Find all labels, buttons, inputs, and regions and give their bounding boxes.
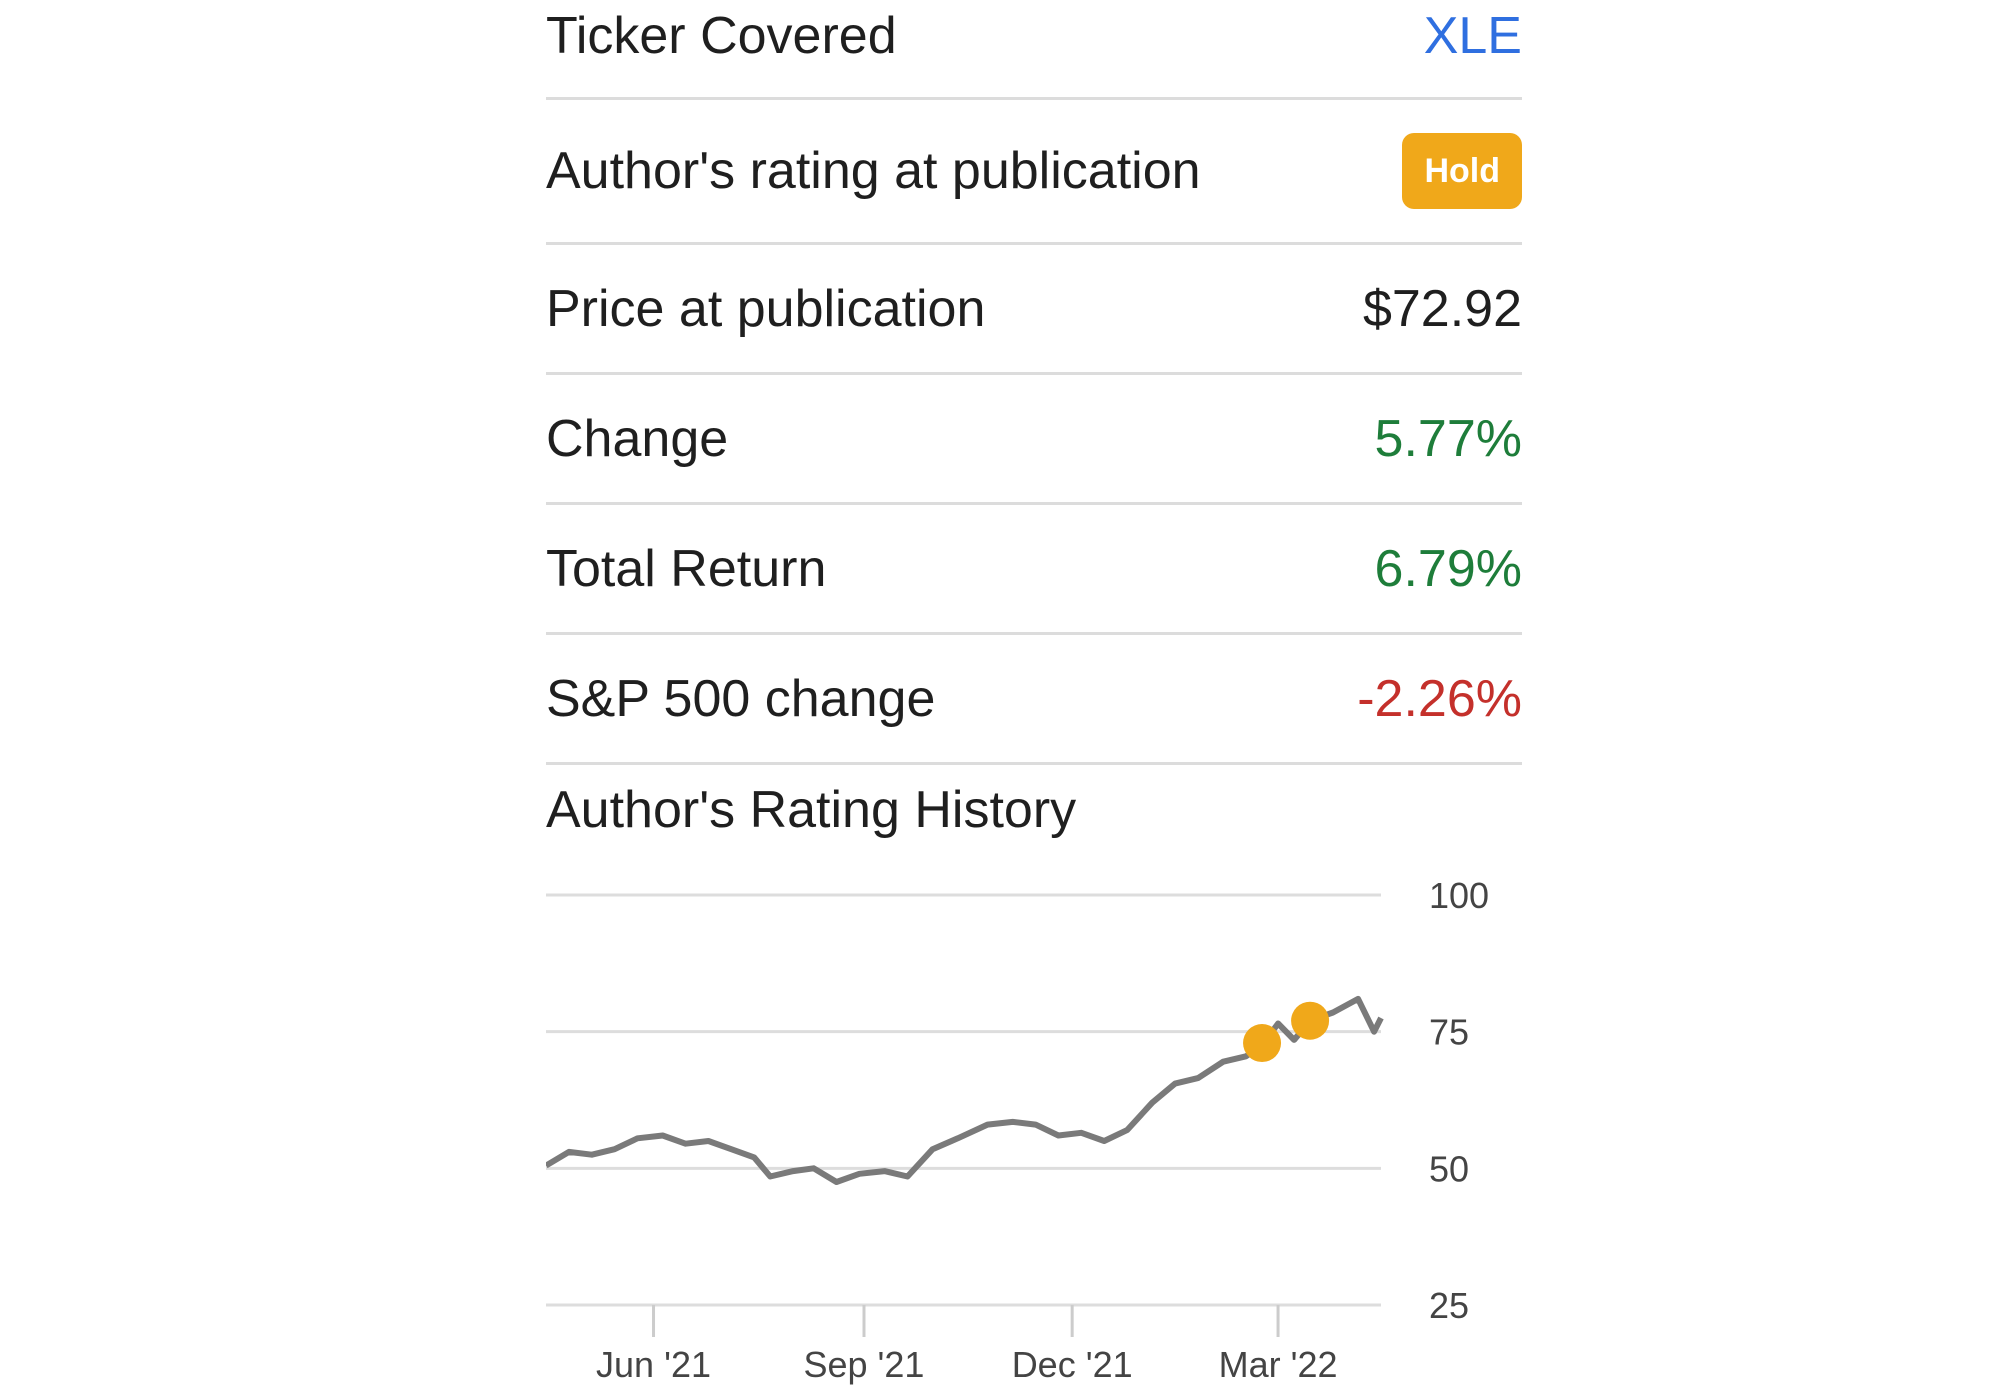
rating-row: Author's rating at publication Hold bbox=[546, 100, 1522, 245]
y-tick-label: 100 bbox=[1429, 875, 1489, 916]
ticker-label: Ticker Covered bbox=[546, 7, 897, 65]
rating-history-title: Author's Rating History bbox=[546, 781, 1077, 839]
x-tick-label: Sep '21 bbox=[803, 1344, 924, 1385]
sp500-value: -2.26% bbox=[1357, 669, 1522, 728]
y-tick-label: 50 bbox=[1429, 1148, 1469, 1189]
price-label: Price at publication bbox=[546, 279, 986, 338]
rating-label: Author's rating at publication bbox=[546, 142, 1201, 200]
price-row: Price at publication $72.92 bbox=[546, 245, 1522, 375]
x-tick-label: Mar '22 bbox=[1219, 1344, 1338, 1385]
rating-marker bbox=[1243, 1024, 1282, 1063]
rating-history-chart: 100 75 50 25 Jun '21 Sep '21 Dec '21 Mar '22 bbox=[546, 875, 1489, 1385]
sp500-row: S&P 500 change -2.26% bbox=[546, 635, 1522, 765]
y-tick-label: 25 bbox=[1429, 1285, 1469, 1326]
article-summary-panel: Ticker Covered XLE Author's rating at pu… bbox=[546, 0, 1522, 1385]
total-return-label: Total Return bbox=[546, 539, 827, 598]
x-tick-label: Dec '21 bbox=[1012, 1344, 1133, 1385]
ticker-link[interactable]: XLE bbox=[1423, 7, 1522, 65]
y-tick-label: 75 bbox=[1429, 1012, 1469, 1053]
total-return-value: 6.79% bbox=[1374, 539, 1522, 598]
price-value: $72.92 bbox=[1362, 279, 1522, 338]
change-row: Change 5.77% bbox=[546, 375, 1522, 505]
change-label: Change bbox=[546, 409, 729, 468]
change-value: 5.77% bbox=[1374, 409, 1522, 468]
ticker-row: Ticker Covered XLE bbox=[546, 0, 1522, 100]
x-tick-label: Jun '21 bbox=[596, 1344, 711, 1385]
total-return-row: Total Return 6.79% bbox=[546, 505, 1522, 635]
sp500-label: S&P 500 change bbox=[546, 669, 936, 728]
hold-rating-badge: Hold bbox=[1402, 133, 1522, 209]
rating-marker bbox=[1291, 1001, 1330, 1040]
